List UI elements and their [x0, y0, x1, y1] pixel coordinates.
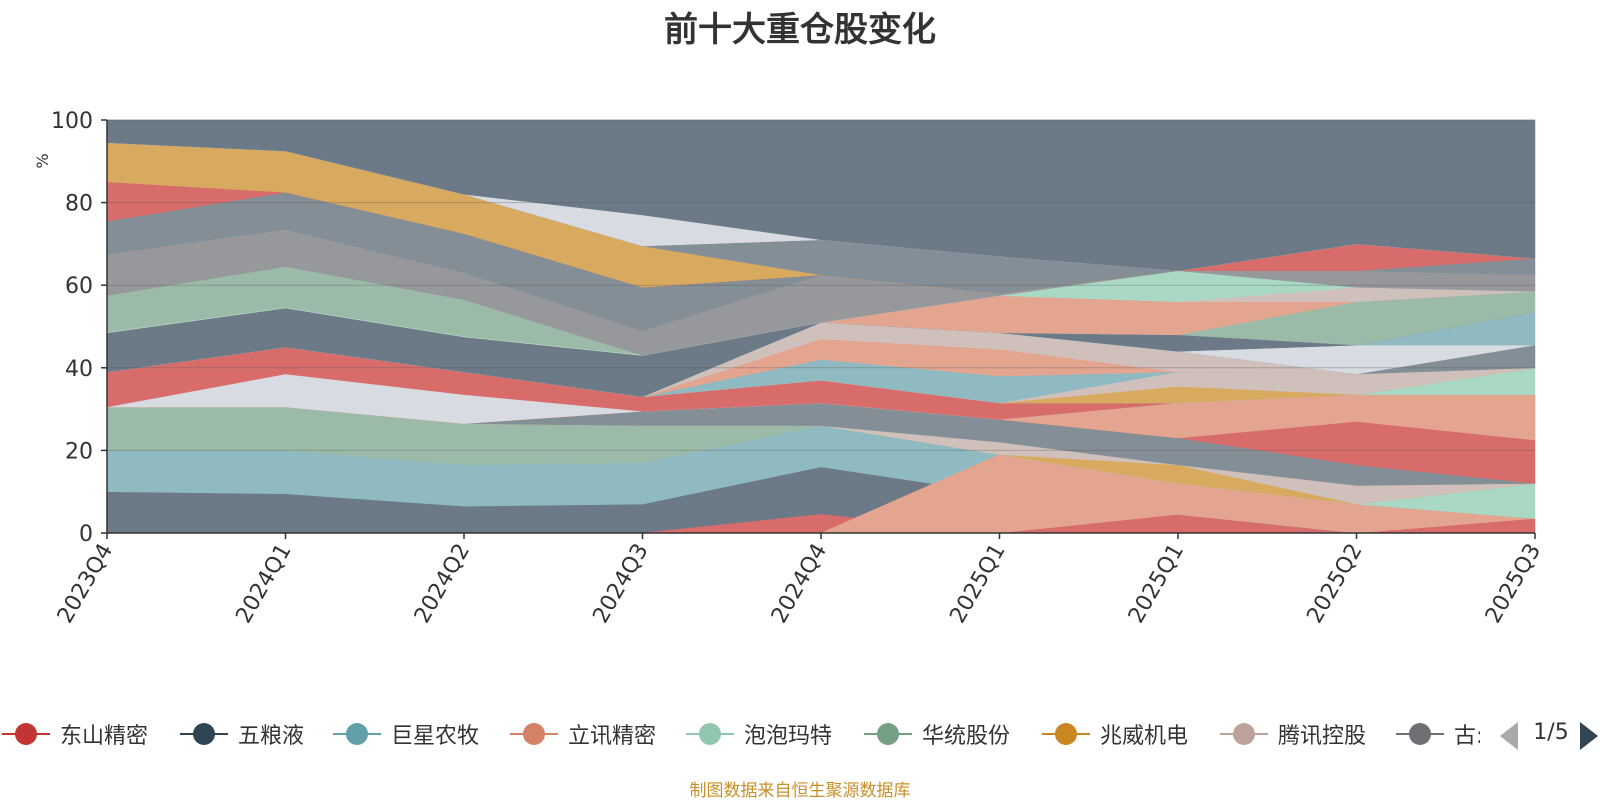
- x-tick-label-1: 2024Q1: [231, 540, 296, 628]
- legend-item-2[interactable]: 巨星农牧: [331, 716, 479, 752]
- y-tick-label-4: 80: [65, 192, 93, 217]
- x-tick-label-6: 2025Q1: [1124, 540, 1189, 628]
- legend-next-button[interactable]: [1580, 722, 1598, 750]
- y-tick-label-1: 20: [65, 439, 93, 464]
- legend-page-indicator: 1/5: [1533, 720, 1569, 745]
- legend-label: 东山精密: [60, 724, 149, 749]
- legend-item-3[interactable]: 立讯精密: [508, 716, 656, 752]
- x-tick-label-0: 2023Q4: [53, 540, 118, 628]
- x-tick-label-2: 2024Q2: [410, 540, 475, 628]
- legend-marker-icon: [864, 723, 912, 745]
- legend-label: 五粮液: [238, 724, 305, 749]
- y-tick-label-0: 0: [79, 522, 93, 547]
- legend-marker-icon: [333, 723, 381, 745]
- legend-label: 泡泡玛特: [744, 724, 833, 749]
- x-tick-label-3: 2024Q3: [588, 540, 653, 628]
- x-tick-label-4: 2024Q4: [767, 540, 832, 628]
- y-tick-label-5: 100: [51, 109, 93, 134]
- legend-item-8[interactable]: 古:: [1394, 716, 1480, 752]
- legend-marker-icon: [1396, 723, 1444, 745]
- area-bands: [106, 119, 1536, 534]
- legend-marker-icon: [180, 723, 228, 745]
- legend: 东山精密 五粮液 巨星农牧 立讯精密 泡泡玛特 华统股份 兆威机电 腾讯控股 古:: [0, 716, 1480, 756]
- legend-marker-icon: [686, 723, 734, 745]
- legend-label: 巨星农牧: [391, 724, 480, 749]
- chart-title: 前十大重仓股变化: [664, 10, 936, 50]
- legend-item-1[interactable]: 五粮液: [178, 716, 304, 752]
- legend-label: 腾讯控股: [1278, 724, 1367, 749]
- y-tick-label-3: 60: [65, 274, 93, 299]
- legend-marker-icon: [1220, 723, 1268, 745]
- legend-prev-button[interactable]: [1500, 722, 1518, 750]
- legend-marker-icon: [2, 723, 50, 745]
- x-tick-label-5: 2025Q1: [945, 540, 1010, 628]
- legend-label: 华统股份: [922, 724, 1011, 749]
- legend-item-4[interactable]: 泡泡玛特: [684, 716, 832, 752]
- legend-pager: 1/5: [1498, 718, 1600, 754]
- y-tick-label-2: 40: [65, 357, 93, 382]
- legend-label: 兆威机电: [1100, 724, 1189, 749]
- area-band-33: [106, 119, 1536, 271]
- legend-marker-icon: [510, 723, 558, 745]
- legend-item-7[interactable]: 腾讯控股: [1218, 716, 1366, 752]
- legend-item-0[interactable]: 东山精密: [0, 716, 148, 752]
- legend-item-6[interactable]: 兆威机电: [1040, 716, 1188, 752]
- y-axis-label: %: [33, 153, 52, 168]
- source-footnote: 制图数据来自恒生聚源数据库: [689, 781, 911, 801]
- legend-label: 立讯精密: [568, 724, 657, 749]
- x-tick-label-7: 2025Q2: [1302, 540, 1367, 628]
- legend-label: 古:: [1454, 724, 1480, 749]
- legend-marker-icon: [1042, 723, 1090, 745]
- legend-item-5[interactable]: 华统股份: [862, 716, 1010, 752]
- x-tick-label-8: 2025Q3: [1481, 540, 1546, 628]
